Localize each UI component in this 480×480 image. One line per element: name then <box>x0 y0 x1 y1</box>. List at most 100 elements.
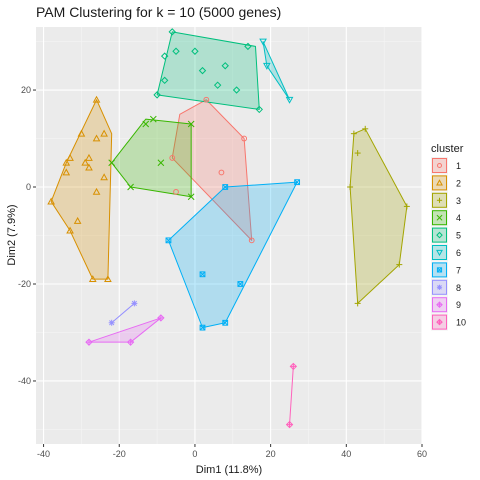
legend-label: 10 <box>456 318 466 328</box>
cluster-point-1 <box>169 155 176 161</box>
cluster-point-5 <box>244 42 252 51</box>
cluster-point-5 <box>221 62 229 70</box>
cluster-point-5 <box>198 66 207 75</box>
x-tick-label: 0 <box>192 449 197 459</box>
cluster-point-5 <box>232 86 241 94</box>
legend-label: 6 <box>456 248 461 258</box>
cluster-point-3 <box>403 203 410 210</box>
cluster-point-6 <box>259 38 267 46</box>
x-tick-label: -40 <box>37 449 50 459</box>
cluster-point-1 <box>218 169 225 176</box>
cluster-point-5 <box>172 47 180 55</box>
legend-key-marker <box>436 301 443 309</box>
cluster-point-5 <box>168 28 176 36</box>
cluster-point-2 <box>85 163 93 171</box>
cluster-point-7 <box>237 281 244 287</box>
cluster-point-8 <box>108 319 115 326</box>
cluster-point-5 <box>160 76 169 85</box>
legend: cluster 1 2 3 4 5 6 7 8 9 10 <box>431 143 466 331</box>
cluster-point-2 <box>62 158 71 166</box>
cluster-point-7 <box>294 179 301 186</box>
cluster-points <box>47 28 410 429</box>
cluster-point-2 <box>62 168 71 176</box>
legend-item-5: 5 <box>431 226 461 244</box>
cluster-point-2 <box>77 129 86 137</box>
cluster-hull-4 <box>111 118 192 198</box>
legend-item-7: 7 <box>431 261 461 279</box>
cluster-point-4 <box>149 115 157 123</box>
legend-label: 3 <box>456 196 461 206</box>
cluster-hull-1 <box>171 99 253 241</box>
x-tick-label: 20 <box>266 449 276 459</box>
legend-key-marker <box>437 163 442 168</box>
cluster-point-5 <box>213 81 222 89</box>
cluster-hull-9 <box>88 317 162 343</box>
legend-label: 2 <box>456 178 461 188</box>
x-tick-label: 40 <box>341 449 351 459</box>
legend-label: 8 <box>456 283 461 293</box>
cluster-point-4 <box>142 120 150 128</box>
cluster-point-2 <box>66 153 74 161</box>
cluster-point-3 <box>354 150 361 157</box>
y-tick-label: 20 <box>21 85 31 95</box>
cluster-point-2 <box>73 216 82 224</box>
legend-key-marker <box>436 214 443 221</box>
y-tick-label: -20 <box>18 279 31 289</box>
legend-key-marker <box>436 197 443 203</box>
cluster-point-2 <box>92 187 101 195</box>
legend-key-swatch <box>432 158 447 173</box>
cluster-point-2 <box>100 173 108 181</box>
cluster-point-7 <box>199 271 206 278</box>
cluster-point-2 <box>100 129 108 137</box>
cluster-point-9 <box>85 338 93 346</box>
cluster-point-6 <box>262 62 271 70</box>
cluster-point-4 <box>127 183 134 191</box>
cluster-point-1 <box>248 237 255 244</box>
legend-item-3: 3 <box>431 191 461 209</box>
cluster-point-3 <box>350 130 357 137</box>
minor-gridlines <box>36 27 422 444</box>
legend-key-swatch <box>432 227 447 243</box>
legend-item-6: 6 <box>431 244 461 261</box>
cluster-point-3 <box>362 125 369 132</box>
cluster-point-5 <box>153 91 161 99</box>
legend-items: 1 2 3 4 5 6 7 8 9 10 <box>431 157 466 331</box>
x-tick-label: -20 <box>113 449 126 459</box>
cluster-point-7 <box>165 237 172 244</box>
legend-item-1: 1 <box>431 157 461 174</box>
x-tick-label: 60 <box>417 449 427 459</box>
legend-key-swatch <box>432 245 447 260</box>
legend-label: 9 <box>456 300 461 310</box>
cluster-point-5 <box>255 105 263 114</box>
cluster-hulls <box>50 31 408 426</box>
cluster-point-5 <box>191 47 199 55</box>
legend-label: 4 <box>456 213 461 223</box>
legend-item-8: 8 <box>431 278 461 296</box>
y-axis-title: Dim2 (7.9%) <box>6 204 18 265</box>
cluster-hull-2 <box>50 99 113 280</box>
cluster-point-5 <box>160 52 169 60</box>
cluster-point-8 <box>131 300 138 307</box>
cluster-point-10 <box>285 420 294 429</box>
cluster-point-2 <box>47 197 55 205</box>
cluster-point-10 <box>289 362 298 371</box>
cluster-point-4 <box>187 120 195 128</box>
cluster-point-3 <box>347 184 354 191</box>
legend-key-bg <box>431 174 448 192</box>
cluster-point-7 <box>222 184 229 190</box>
legend-key-marker <box>436 179 443 186</box>
legend-key-marker <box>436 267 443 273</box>
legend-key-swatch <box>432 175 447 191</box>
cluster-hull-7 <box>167 181 298 329</box>
legend-label: 1 <box>456 161 461 171</box>
legend-key-marker <box>436 318 443 326</box>
cluster-hull-6 <box>262 41 291 101</box>
cluster-point-2 <box>66 226 74 234</box>
cluster-point-2 <box>85 153 93 161</box>
y-axis-ticks: -40 -20 0 20 <box>18 85 36 386</box>
cluster-point-4 <box>187 193 195 201</box>
cluster-point-2 <box>92 134 101 142</box>
legend-item-10: 10 <box>431 313 466 331</box>
legend-key-marker <box>436 284 443 290</box>
